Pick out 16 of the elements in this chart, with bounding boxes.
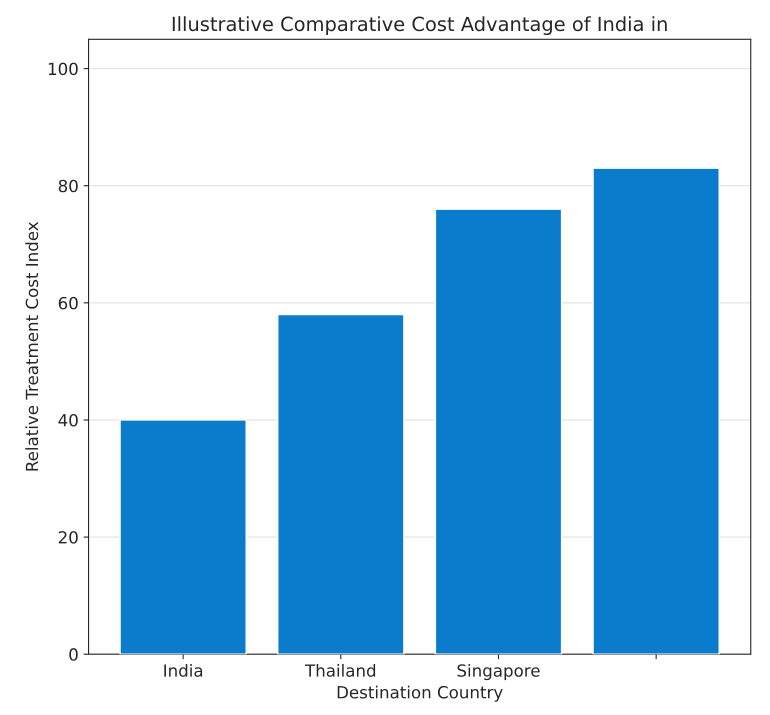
x-tick-label: Thailand bbox=[304, 664, 376, 677]
chart-title: Illustrative Comparative Cost Advantage of India in bbox=[172, 16, 667, 36]
bar bbox=[119, 419, 247, 654]
y-axis-title: Relative Treatment Cost Index bbox=[25, 222, 38, 471]
y-tick-label: 80 bbox=[58, 180, 78, 192]
x-tick-label: India bbox=[164, 664, 202, 677]
bar bbox=[434, 208, 562, 654]
bar bbox=[592, 167, 720, 654]
x-axis-title: Destination Country bbox=[338, 686, 503, 702]
x-tick-label: Singapore bbox=[458, 664, 540, 680]
y-tick-label: 20 bbox=[58, 531, 78, 544]
y-tick-label: 60 bbox=[58, 296, 78, 310]
bar bbox=[277, 314, 405, 654]
y-tick-label: 40 bbox=[58, 414, 78, 427]
y-tick-label: 100 bbox=[48, 62, 78, 76]
y-tick-label: 0 bbox=[69, 648, 78, 661]
